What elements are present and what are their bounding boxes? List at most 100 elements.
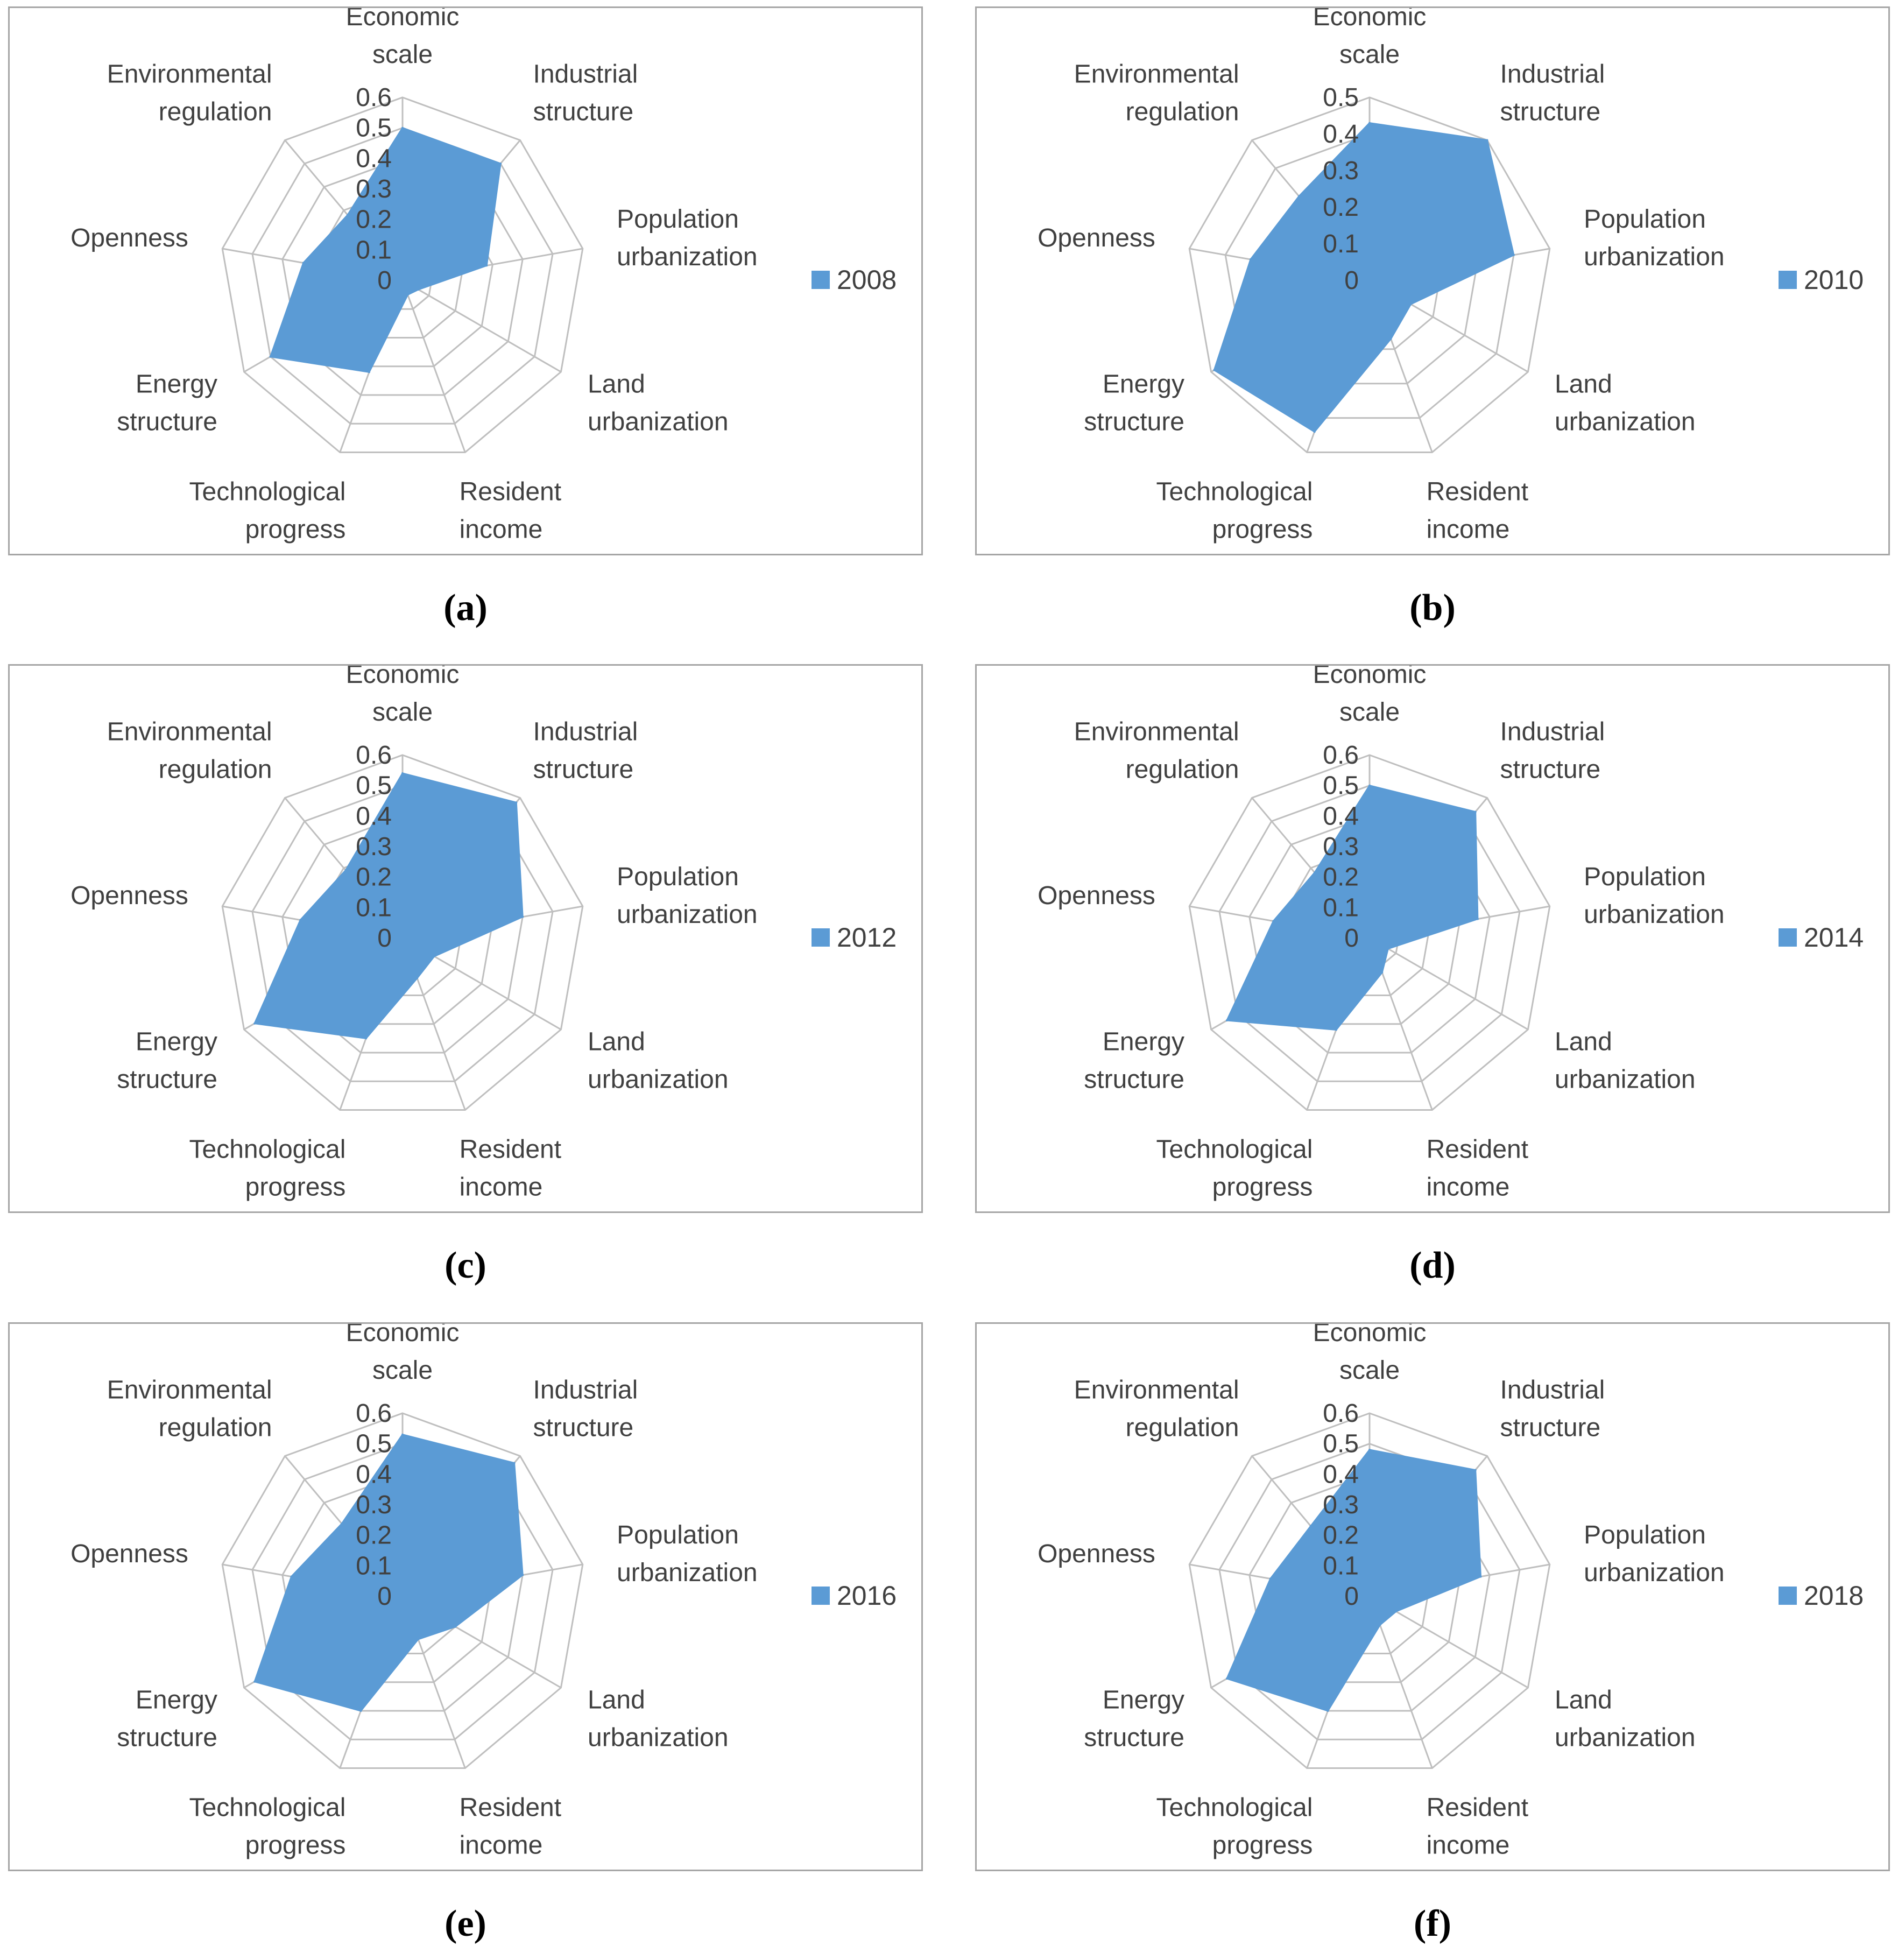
data-point-resident-income (406, 293, 409, 296)
axis-label-population-urbanization: Population urbanization (617, 205, 758, 271)
tick-label: 0.5 (1323, 772, 1359, 800)
data-point-economic-scale (401, 126, 404, 129)
data-point-land-urbanization (454, 1625, 457, 1628)
tick-label: 0.5 (356, 114, 392, 143)
data-point-technological-progress (1313, 431, 1316, 433)
legend-swatch (1779, 1587, 1797, 1605)
tick-label: 0.6 (356, 83, 392, 112)
axis-label-environmental-regulation: Environmental regulation (107, 717, 272, 784)
axis-label-resident-income: Resident income (460, 1136, 561, 1202)
axis-label-resident-income: Resident income (1427, 1794, 1528, 1860)
tick-label: 0.2 (1323, 1521, 1359, 1550)
tick-label: 0.6 (356, 1399, 392, 1428)
tick-label: 0.4 (356, 802, 392, 830)
tick-label: 0.3 (356, 1491, 392, 1519)
grid-ring-5 (251, 127, 554, 425)
tick-label: 0.6 (1323, 741, 1359, 770)
data-point-land-urbanization (1387, 947, 1389, 950)
data-point-energy-structure (1226, 1019, 1228, 1021)
axis-label-land-urbanization: Land urbanization (1555, 370, 1696, 436)
tick-label: 0.3 (1323, 1491, 1359, 1519)
axis-label-population-urbanization: Population urbanization (1584, 1521, 1725, 1587)
data-point-resident-income (1381, 971, 1384, 974)
chart-panel-d: 0 0.1 0.2 0.3 0.4 0.5 0.6 Economic scale Industri… (975, 664, 1890, 1213)
axis-label-openness: Openness (1038, 1540, 1155, 1568)
caption-e: (e) (444, 1903, 486, 1944)
data-point-population-urbanization (485, 264, 488, 267)
axis-label-industrial-structure: Industrial structure (533, 717, 638, 784)
legend-label: 2018 (1804, 1581, 1864, 1611)
axis-label-openness: Openness (70, 882, 188, 910)
chart-panel-c: 0 0.1 0.2 0.3 0.4 0.5 0.6 Economic scale Industri… (8, 664, 923, 1213)
axis-label-industrial-structure: Industrial structure (1500, 60, 1605, 126)
axis-label-population-urbanization: Population urbanization (1584, 205, 1725, 271)
data-point-openness (299, 919, 302, 921)
data-point-economic-scale (1368, 122, 1371, 124)
legend-label: 2012 (837, 922, 897, 953)
data-point-environmental-regulation (347, 214, 349, 216)
grid-ring-6 (221, 96, 584, 453)
tick-label: 0.5 (356, 1430, 392, 1458)
data-point-industrial-structure (1474, 810, 1477, 813)
data-point-openness (1269, 1577, 1272, 1580)
grid-ring-4 (281, 157, 524, 396)
tick-label: 0.3 (1323, 833, 1359, 861)
tick-label: 0.5 (1323, 1430, 1359, 1458)
legend-label: 2008 (837, 265, 897, 295)
grid-ring-5 (251, 1443, 554, 1740)
tick-label: 0.4 (356, 144, 392, 173)
data-point-land-urbanization (417, 288, 420, 291)
radar-chart-f: 00.10.20.30.40.50.6 Economic scale Industri… (1038, 1324, 1864, 1860)
data-point-environmental-regulation (341, 1522, 343, 1525)
axis-label-technological-progress: Technological progress (189, 1136, 346, 1202)
spoke-land-urbanization (1369, 937, 1529, 1031)
legend-swatch (812, 271, 830, 289)
data-point-industrial-structure (513, 1462, 516, 1464)
axis-label-land-urbanization: Land urbanization (588, 1686, 729, 1752)
axis-label-economic-scale: Economic scale (346, 1324, 460, 1385)
data-point-energy-structure (1213, 369, 1216, 371)
data-point-population-urbanization (1479, 1575, 1482, 1578)
tick-label: 0.1 (1323, 230, 1359, 258)
data-point-resident-income (416, 977, 419, 979)
caption-d: (d) (1409, 1245, 1456, 1286)
data-point-resident-income (1379, 1624, 1381, 1626)
series-area-2010 (1213, 122, 1515, 433)
axis-label-resident-income: Resident income (1427, 1136, 1528, 1202)
tick-label: 0.4 (1323, 802, 1359, 830)
data-point-technological-progress (368, 371, 370, 373)
data-point-technological-progress (1327, 1710, 1329, 1712)
legend-swatch (1779, 271, 1797, 289)
data-point-openness (302, 262, 305, 264)
axis-label-openness: Openness (1038, 224, 1155, 252)
axis-label-environmental-regulation: Environmental regulation (107, 1376, 272, 1442)
axis-label-population-urbanization: Population urbanization (1584, 863, 1725, 929)
legend-swatch (812, 928, 830, 947)
spoke-land-urbanization (402, 279, 562, 373)
data-point-land-urbanization (1395, 1610, 1398, 1613)
axis-label-environmental-regulation: Environmental regulation (1074, 60, 1239, 126)
data-point-industrial-structure (499, 163, 502, 165)
data-point-economic-scale (1368, 1449, 1371, 1451)
axis-label-land-urbanization: Land urbanization (1555, 1686, 1696, 1752)
legend-label: 2014 (1804, 922, 1864, 953)
data-point-environmental-regulation (1297, 195, 1300, 198)
series-area-2016 (253, 1433, 524, 1712)
axis-label-economic-scale: Economic scale (346, 666, 460, 727)
legend-label: 2016 (837, 1581, 897, 1611)
data-point-openness (1272, 920, 1275, 922)
tick-label: 0.4 (1323, 1460, 1359, 1489)
tick-label: 0.5 (1323, 83, 1359, 112)
axis-label-resident-income: Resident income (1427, 478, 1528, 544)
data-point-environmental-regulation (1314, 871, 1316, 874)
tick-label: 0 (377, 924, 392, 953)
data-point-openness (1250, 258, 1252, 260)
grid-ring-6 (1188, 754, 1551, 1111)
tick-label: 0.1 (356, 236, 392, 264)
tick-label: 0 (377, 266, 392, 295)
data-point-energy-structure (269, 355, 272, 358)
tick-label: 0 (1344, 1582, 1359, 1611)
axis-label-economic-scale: Economic scale (1313, 1324, 1427, 1385)
series-area-2018 (1225, 1449, 1482, 1712)
axis-label-openness: Openness (70, 1540, 188, 1568)
